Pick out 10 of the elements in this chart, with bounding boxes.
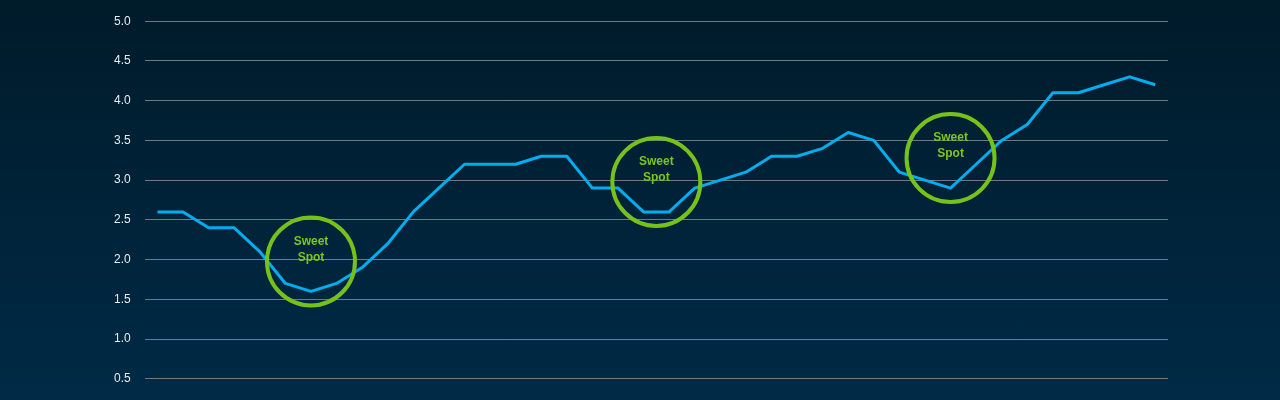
y-tick-label: 3.5 (113, 132, 131, 147)
y-tick-label: 5.0 (113, 13, 131, 28)
y-tick-label: 1.5 (113, 291, 131, 306)
y-tick-label: 2.0 (113, 251, 131, 266)
y-tick-label: 3.0 (113, 172, 131, 187)
y-tick-label: 0.5 (113, 371, 131, 386)
y-tick-label: 4.5 (113, 53, 131, 68)
y-tick-label: 4.0 (113, 92, 131, 107)
y-tick-label: 1.0 (113, 331, 131, 346)
y-tick-label: 2.5 (113, 212, 131, 227)
